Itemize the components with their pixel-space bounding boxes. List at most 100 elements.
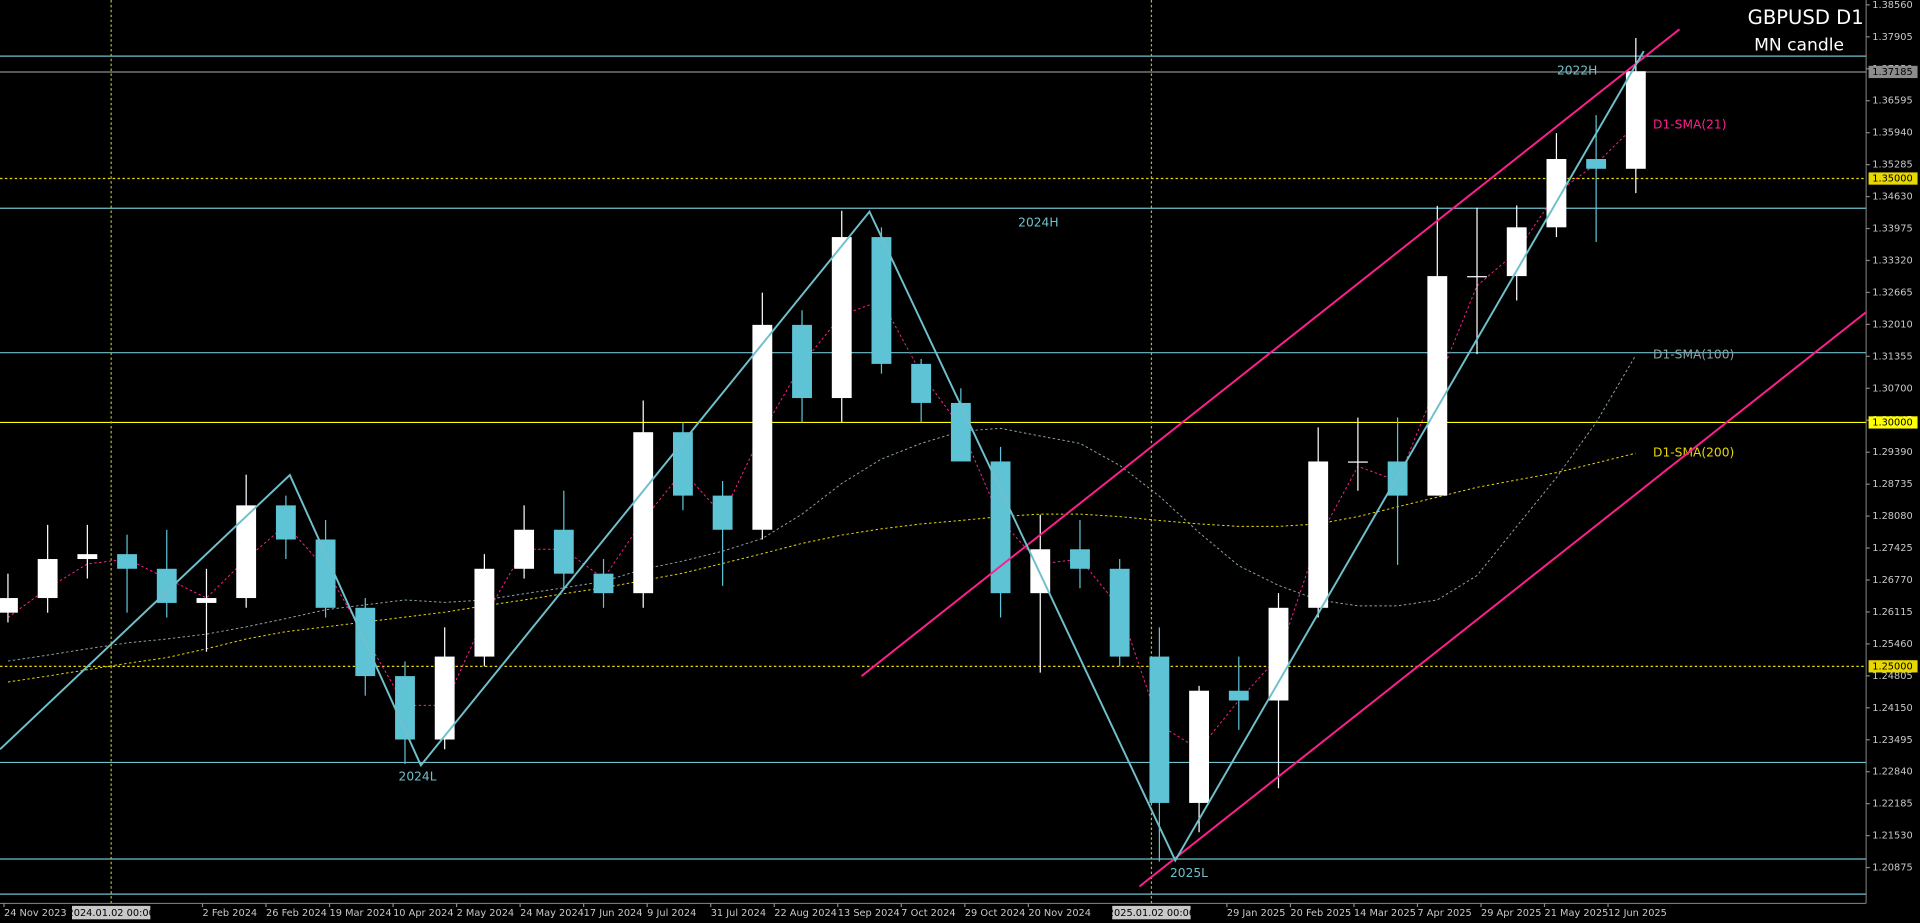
y-tick-label: 1.26770 <box>1872 575 1912 586</box>
x-tick-label: 12 Jun 2025 <box>1608 908 1667 919</box>
candle-body <box>950 402 971 462</box>
candle-body <box>792 324 812 399</box>
candle-body <box>0 598 18 613</box>
x-tick-label: 31 Jul 2024 <box>711 908 766 919</box>
x-tick-label: 20 Feb 2025 <box>1290 908 1351 919</box>
candle-body <box>1268 607 1289 701</box>
y-tick-label: 1.33320 <box>1872 255 1912 266</box>
y-tick-label: 1.37905 <box>1872 32 1912 43</box>
x-tick-label: 13 Sep 2024 <box>838 908 900 919</box>
y-tick-label: 1.31355 <box>1872 351 1912 362</box>
x-tick-label: 29 Apr 2025 <box>1481 908 1541 919</box>
level-label: 2024L <box>399 770 437 784</box>
price-tag-label: 1.25000 <box>1872 661 1912 672</box>
y-tick-label: 1.33975 <box>1872 224 1912 235</box>
candle-body <box>395 676 415 740</box>
y-tick-label: 1.35285 <box>1872 160 1912 171</box>
price-tag <box>1868 660 1918 673</box>
y-tick-label: 1.20875 <box>1872 863 1912 874</box>
y-tick-label: 1.28080 <box>1872 511 1912 522</box>
x-tick-label: 20 Nov 2024 <box>1028 908 1091 919</box>
price-tag <box>1868 416 1918 429</box>
candle-body <box>1109 568 1130 657</box>
candle-body <box>1546 159 1567 228</box>
candle-body <box>633 432 654 594</box>
sma-line <box>7 452 1636 683</box>
price-tag <box>1868 65 1918 79</box>
candle-body <box>196 598 217 603</box>
y-tick-label: 1.24150 <box>1872 703 1912 714</box>
y-tick-label: 1.35940 <box>1872 128 1912 139</box>
chart-subtitle: MN candle <box>1754 35 1844 55</box>
candle-body <box>434 656 455 740</box>
candle-body <box>156 568 177 603</box>
time-tag <box>1112 905 1191 920</box>
candle-body <box>37 559 58 599</box>
y-tick-label: 1.36595 <box>1872 96 1912 107</box>
x-tick-label: 21 May 2025 <box>1545 908 1609 919</box>
x-tick-label: 24 Nov 2023 <box>4 908 67 919</box>
y-tick-label: 1.32010 <box>1872 319 1912 330</box>
candle-body <box>77 554 98 560</box>
price-tag <box>1868 172 1918 185</box>
y-tick-label: 1.22185 <box>1872 799 1912 810</box>
x-tick-label: 9 Jul 2024 <box>647 908 696 919</box>
candle-body <box>474 568 495 657</box>
x-tick-label: 19 Mar 2024 <box>330 908 392 919</box>
candle-body <box>831 237 852 399</box>
x-tick-label: 24 May 2024 <box>520 908 584 919</box>
x-tick-label: 29 Oct 2024 <box>965 908 1025 919</box>
time-tag-label: 2025.01.02 00:00 <box>1108 908 1195 919</box>
x-tick-label: 29 Jan 2025 <box>1227 908 1286 919</box>
candle-body <box>1070 549 1090 569</box>
x-tick-label: 2 Feb 2024 <box>202 908 257 919</box>
time-tag-label: 2024.01.02 00:00 <box>68 908 155 919</box>
trendline <box>0 50 1645 863</box>
x-tick-label: 14 Mar 2025 <box>1354 908 1416 919</box>
candle-body <box>1586 159 1607 169</box>
price-tag-label: 1.37185 <box>1872 67 1912 78</box>
candle-body <box>871 237 892 364</box>
y-tick-label: 1.30700 <box>1872 383 1912 394</box>
level-label: 2024H <box>1018 215 1058 229</box>
time-tag <box>71 905 151 920</box>
candle-body <box>712 495 733 530</box>
y-tick-label: 1.34630 <box>1872 192 1912 203</box>
y-tick-label: 1.23495 <box>1872 735 1912 746</box>
x-tick-label: 22 Aug 2024 <box>774 908 837 919</box>
trendline <box>1138 311 1867 888</box>
candle-body <box>752 324 773 530</box>
candle-body <box>1030 549 1051 594</box>
candle-body <box>1189 690 1210 803</box>
x-tick-label: 2 May 2024 <box>457 908 515 919</box>
candle-body <box>1149 656 1170 803</box>
x-tick-label: 7 Apr 2025 <box>1417 908 1471 919</box>
x-tick-label: 26 Feb 2024 <box>266 908 327 919</box>
y-tick-label: 1.32665 <box>1872 287 1912 298</box>
candle-body <box>315 539 336 608</box>
x-tick-label: 10 Apr 2024 <box>393 908 453 919</box>
y-tick-label: 1.25460 <box>1872 639 1912 650</box>
plot: D1-SMA(21) D1-SMA(100) D1-SMA(200) 2022H 202… <box>0 0 1867 904</box>
y-tick-label: 1.28735 <box>1872 479 1912 490</box>
candle-body <box>911 363 932 403</box>
price-tag-label: 1.35000 <box>1872 174 1912 185</box>
sma-label: D1-SMA(21) <box>1653 117 1726 131</box>
x-tick-label: 7 Oct 2024 <box>901 908 955 919</box>
x-tick-label: 17 Jun 2024 <box>584 908 643 919</box>
sma-line <box>7 354 1637 662</box>
candle-body <box>275 505 296 540</box>
candle-body <box>1347 461 1368 463</box>
price-tag-label: 1.30000 <box>1872 417 1912 428</box>
y-tick-label: 1.26115 <box>1872 607 1912 618</box>
y-tick-label: 1.29390 <box>1872 447 1912 458</box>
chart-title: GBPUSD D1 <box>1748 6 1864 29</box>
y-tick-label: 1.22840 <box>1872 767 1912 778</box>
sma-label: D1-SMA(100) <box>1653 348 1734 362</box>
candle-body <box>990 461 1011 594</box>
candle-body <box>553 529 574 574</box>
y-tick-label: 1.38560 <box>1872 0 1912 11</box>
